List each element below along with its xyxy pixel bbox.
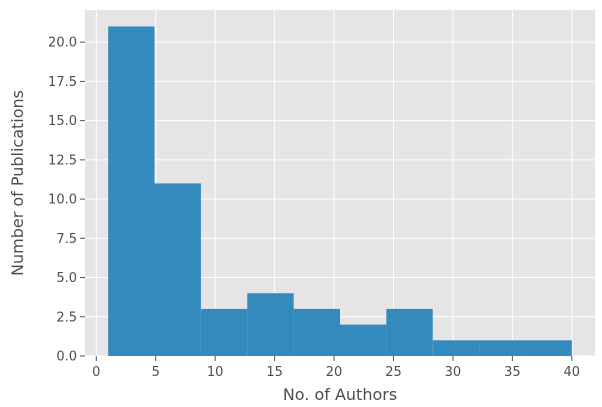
y-axis-label: Number of Publications xyxy=(8,90,27,276)
histogram-bar xyxy=(525,340,572,356)
x-tick-label: 10 xyxy=(207,365,224,380)
x-tick-label: 30 xyxy=(445,365,462,380)
y-tick-label: 10.0 xyxy=(48,193,77,208)
x-axis-ticks: 0 5 10 15 20 25 30 35 40 xyxy=(92,356,580,380)
y-tick-label: 7.5 xyxy=(56,232,77,247)
y-tick-label: 12.5 xyxy=(48,153,77,168)
x-axis-label: No. of Authors xyxy=(283,385,397,404)
x-tick-label: 0 xyxy=(92,365,100,380)
y-tick-label: 5.0 xyxy=(56,271,77,286)
histogram-bar xyxy=(108,26,155,356)
y-axis-ticks: 0.0 2.5 5.0 7.5 10.0 12.5 15.0 17.5 20.0 xyxy=(48,36,85,365)
histogram-bar xyxy=(247,293,294,356)
histogram-bar xyxy=(293,308,340,356)
x-tick-label: 40 xyxy=(564,365,581,380)
y-tick-label: 20.0 xyxy=(48,36,77,51)
x-tick-label: 20 xyxy=(326,365,343,380)
x-tick-label: 35 xyxy=(504,365,521,380)
y-tick-label: 15.0 xyxy=(48,114,77,129)
histogram-bar xyxy=(154,183,201,356)
x-tick-label: 5 xyxy=(152,365,160,380)
x-tick-label: 25 xyxy=(385,365,402,380)
y-tick-label: 0.0 xyxy=(56,350,77,365)
histogram-bar xyxy=(386,308,433,356)
histogram-bar xyxy=(200,308,248,356)
histogram-bar xyxy=(479,340,526,356)
x-tick-label: 15 xyxy=(266,365,283,380)
histogram-bar xyxy=(340,324,387,356)
y-tick-label: 2.5 xyxy=(56,310,77,325)
y-tick-label: 17.5 xyxy=(48,75,77,90)
histogram-bars xyxy=(108,26,572,356)
histogram-bar xyxy=(432,340,480,356)
